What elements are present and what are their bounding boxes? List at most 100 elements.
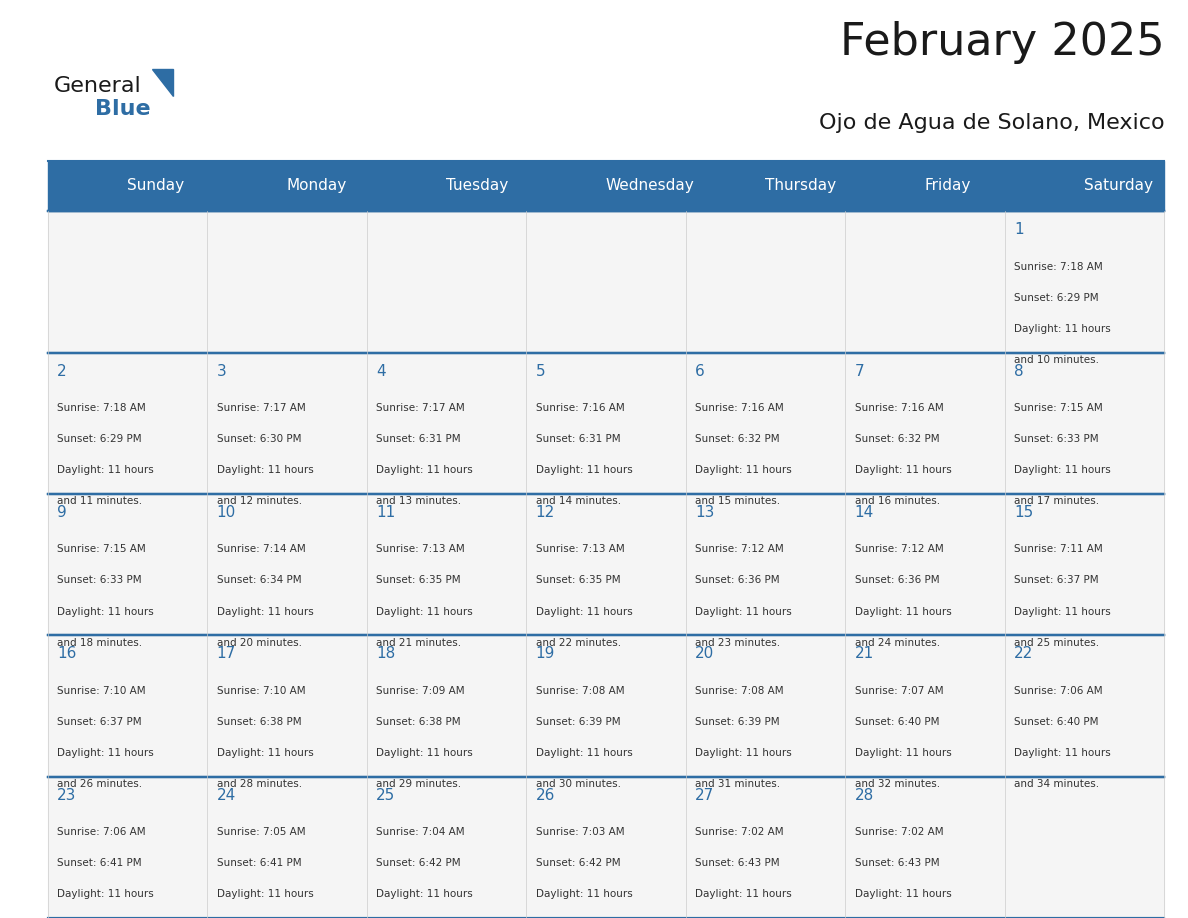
Text: 25: 25	[377, 788, 396, 802]
Text: 14: 14	[854, 505, 874, 520]
Bar	[207, 494, 367, 635]
Text: 9: 9	[57, 505, 67, 520]
Text: Sunset: 6:30 PM: Sunset: 6:30 PM	[216, 434, 301, 444]
Text: and 21 minutes.: and 21 minutes.	[377, 638, 461, 648]
Text: Daylight: 11 hours: Daylight: 11 hours	[536, 748, 632, 758]
Bar	[845, 211, 1005, 353]
Text: and 18 minutes.: and 18 minutes.	[57, 638, 143, 648]
Text: Monday: Monday	[286, 178, 347, 194]
Text: 13: 13	[695, 505, 714, 520]
Bar	[845, 635, 1005, 777]
Text: Sunrise: 7:07 AM: Sunrise: 7:07 AM	[854, 686, 943, 696]
Bar	[526, 635, 685, 777]
Text: Sunset: 6:29 PM: Sunset: 6:29 PM	[57, 434, 141, 444]
Text: and 12 minutes.: and 12 minutes.	[216, 497, 302, 507]
Bar	[845, 353, 1005, 494]
Bar	[1005, 211, 1164, 353]
Text: 17: 17	[216, 646, 235, 661]
Bar	[367, 777, 526, 918]
Text: Sunset: 6:41 PM: Sunset: 6:41 PM	[216, 858, 302, 868]
Polygon shape	[152, 69, 173, 96]
Text: Sunset: 6:42 PM: Sunset: 6:42 PM	[377, 858, 461, 868]
Text: 28: 28	[854, 788, 874, 802]
Text: February 2025: February 2025	[840, 21, 1164, 64]
Text: 19: 19	[536, 646, 555, 661]
Text: and 15 minutes.: and 15 minutes.	[695, 497, 781, 507]
Text: Friday: Friday	[925, 178, 972, 194]
Text: 7: 7	[854, 364, 865, 378]
Text: 18: 18	[377, 646, 396, 661]
Text: Daylight: 11 hours: Daylight: 11 hours	[536, 890, 632, 900]
Text: Sunrise: 7:02 AM: Sunrise: 7:02 AM	[695, 827, 784, 837]
Text: Sunset: 6:43 PM: Sunset: 6:43 PM	[695, 858, 779, 868]
Text: 3: 3	[216, 364, 226, 378]
Text: 8: 8	[1015, 364, 1024, 378]
Bar	[207, 353, 367, 494]
Text: and 16 minutes.: and 16 minutes.	[854, 497, 940, 507]
Text: Daylight: 11 hours: Daylight: 11 hours	[57, 465, 153, 476]
Text: Sunrise: 7:15 AM: Sunrise: 7:15 AM	[1015, 403, 1102, 413]
Text: Sunrise: 7:06 AM: Sunrise: 7:06 AM	[57, 827, 146, 837]
Text: Sunset: 6:36 PM: Sunset: 6:36 PM	[854, 576, 940, 586]
Text: General: General	[53, 76, 141, 96]
Text: Sunrise: 7:05 AM: Sunrise: 7:05 AM	[216, 827, 305, 837]
Text: 4: 4	[377, 364, 386, 378]
Text: Sunrise: 7:06 AM: Sunrise: 7:06 AM	[1015, 686, 1102, 696]
Bar	[685, 777, 845, 918]
Text: Daylight: 11 hours: Daylight: 11 hours	[216, 465, 314, 476]
Bar	[685, 635, 845, 777]
Text: 20: 20	[695, 646, 714, 661]
Text: Sunset: 6:38 PM: Sunset: 6:38 PM	[377, 717, 461, 727]
Text: Sunrise: 7:17 AM: Sunrise: 7:17 AM	[377, 403, 465, 413]
Text: and 14 minutes.: and 14 minutes.	[536, 497, 621, 507]
Text: Daylight: 11 hours: Daylight: 11 hours	[695, 465, 792, 476]
Text: and 28 minutes.: and 28 minutes.	[216, 779, 302, 789]
Bar	[845, 494, 1005, 635]
Text: Sunrise: 7:10 AM: Sunrise: 7:10 AM	[216, 686, 305, 696]
Text: Wednesday: Wednesday	[606, 178, 695, 194]
Text: Sunrise: 7:17 AM: Sunrise: 7:17 AM	[216, 403, 305, 413]
Text: Daylight: 11 hours: Daylight: 11 hours	[377, 607, 473, 617]
Bar	[845, 777, 1005, 918]
Text: Sunset: 6:35 PM: Sunset: 6:35 PM	[377, 576, 461, 586]
Text: Sunset: 6:38 PM: Sunset: 6:38 PM	[216, 717, 302, 727]
Text: Sunset: 6:32 PM: Sunset: 6:32 PM	[854, 434, 940, 444]
Text: Sunset: 6:40 PM: Sunset: 6:40 PM	[854, 717, 940, 727]
Text: Sunrise: 7:15 AM: Sunrise: 7:15 AM	[57, 544, 146, 554]
Text: Sunrise: 7:08 AM: Sunrise: 7:08 AM	[695, 686, 784, 696]
Bar	[367, 353, 526, 494]
Bar	[685, 353, 845, 494]
Bar	[48, 211, 207, 353]
Bar	[685, 211, 845, 353]
Text: Daylight: 11 hours: Daylight: 11 hours	[695, 890, 792, 900]
Text: and 24 minutes.: and 24 minutes.	[854, 638, 940, 648]
Text: 6: 6	[695, 364, 704, 378]
Text: Sunrise: 7:16 AM: Sunrise: 7:16 AM	[695, 403, 784, 413]
Text: Sunrise: 7:09 AM: Sunrise: 7:09 AM	[377, 686, 465, 696]
Text: Sunrise: 7:13 AM: Sunrise: 7:13 AM	[536, 544, 625, 554]
Bar	[367, 211, 526, 353]
Text: 5: 5	[536, 364, 545, 378]
Text: Sunrise: 7:16 AM: Sunrise: 7:16 AM	[536, 403, 625, 413]
Bar	[207, 211, 367, 353]
Text: 23: 23	[57, 788, 76, 802]
Text: Sunset: 6:33 PM: Sunset: 6:33 PM	[1015, 434, 1099, 444]
Text: Sunrise: 7:02 AM: Sunrise: 7:02 AM	[854, 827, 943, 837]
Text: Sunrise: 7:04 AM: Sunrise: 7:04 AM	[377, 827, 465, 837]
Text: and 29 minutes.: and 29 minutes.	[377, 779, 461, 789]
Text: Daylight: 11 hours: Daylight: 11 hours	[57, 748, 153, 758]
Bar	[526, 211, 685, 353]
Text: Ojo de Agua de Solano, Mexico: Ojo de Agua de Solano, Mexico	[819, 113, 1164, 133]
Bar	[685, 494, 845, 635]
Text: Daylight: 11 hours: Daylight: 11 hours	[1015, 324, 1111, 334]
Text: and 20 minutes.: and 20 minutes.	[216, 638, 302, 648]
Text: Daylight: 11 hours: Daylight: 11 hours	[216, 748, 314, 758]
Text: Daylight: 11 hours: Daylight: 11 hours	[854, 607, 952, 617]
Text: and 25 minutes.: and 25 minutes.	[1015, 638, 1099, 648]
Text: Daylight: 11 hours: Daylight: 11 hours	[377, 465, 473, 476]
Text: Sunset: 6:32 PM: Sunset: 6:32 PM	[695, 434, 779, 444]
Text: Daylight: 11 hours: Daylight: 11 hours	[695, 748, 792, 758]
Text: Sunset: 6:37 PM: Sunset: 6:37 PM	[57, 717, 141, 727]
Bar	[1005, 777, 1164, 918]
Text: and 31 minutes.: and 31 minutes.	[695, 779, 781, 789]
